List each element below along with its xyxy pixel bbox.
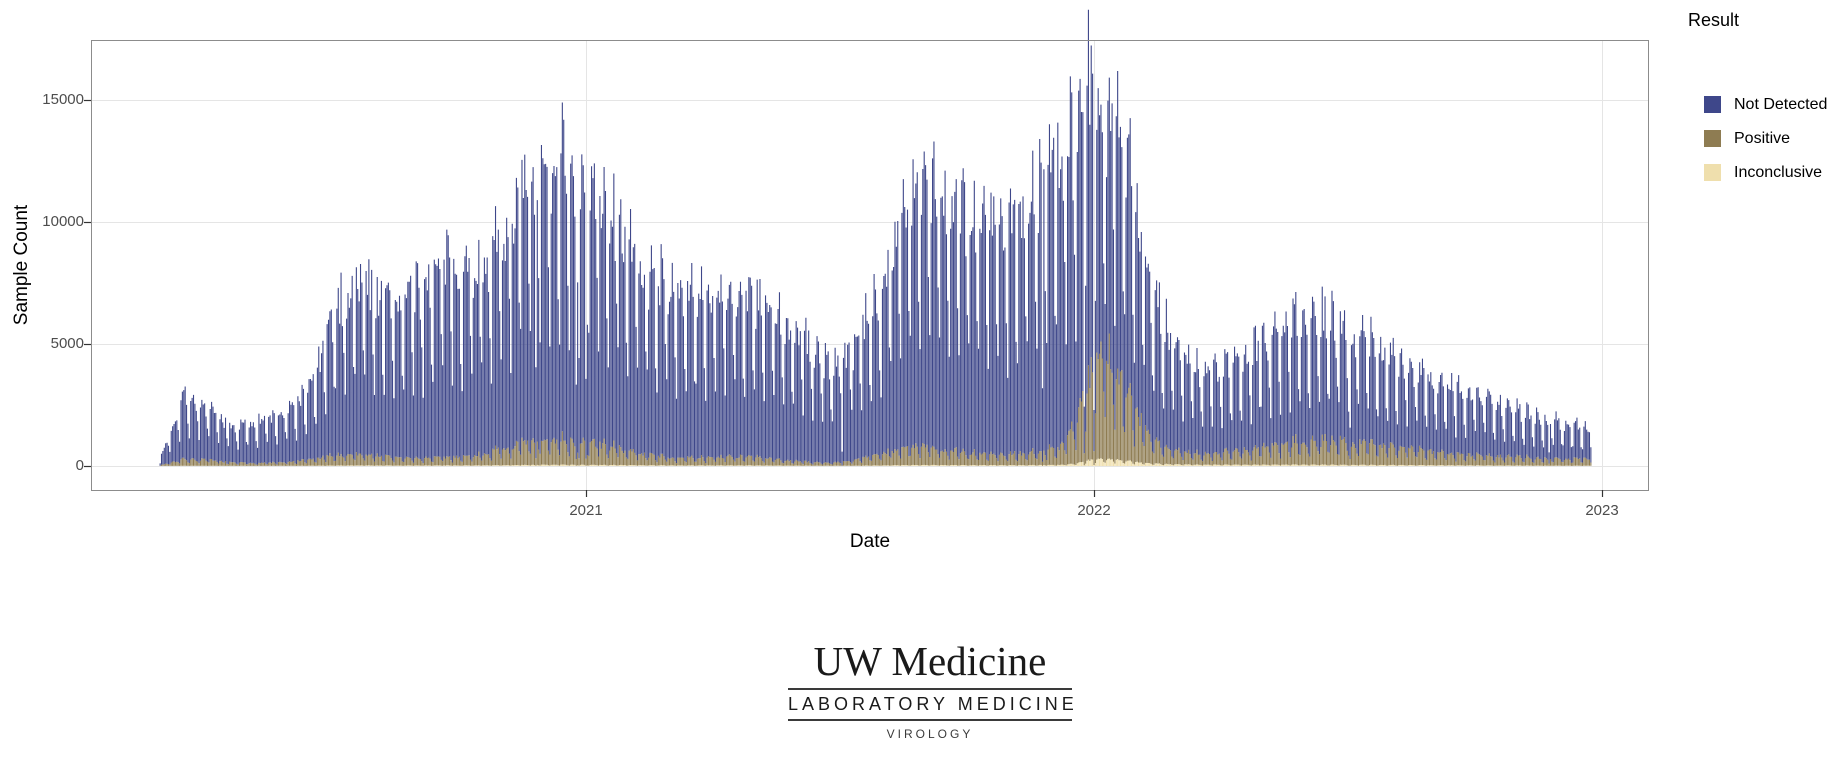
logo-division-text: VIROLOGY <box>886 727 974 741</box>
bars-not-detected <box>159 9 1592 466</box>
x-axis-title: Date <box>849 531 891 552</box>
legend-label-positive: Positive <box>1734 130 1791 147</box>
legend-swatch-inconclusive <box>1704 164 1721 181</box>
legend-label-not-detected: Not Detected <box>1734 96 1828 113</box>
legend-label-inconclusive: Inconclusive <box>1734 164 1823 181</box>
bars-layer <box>159 9 1592 466</box>
x-tick-label-2022: 2022 <box>1077 502 1111 519</box>
axis-tick-marks <box>84 99 1604 497</box>
legend-swatch-positive <box>1704 130 1721 147</box>
y-tick-label-5000: 5000 <box>50 335 84 352</box>
y-tick-label-10000: 10000 <box>42 213 84 230</box>
logo-rule-top <box>788 688 1072 690</box>
y-tick-label-15000: 15000 <box>42 91 84 108</box>
uw-medicine-logo: UW Medicine LABORATORY MEDICINE VIROLOGY <box>788 638 1078 741</box>
x-tick-label-2021: 2021 <box>569 502 603 519</box>
x-tick-label-2023: 2023 <box>1585 502 1619 519</box>
stacked-bar-chart <box>84 9 1649 497</box>
logo-rule-bottom <box>788 719 1072 721</box>
y-tick-label-0: 0 <box>75 457 84 474</box>
logo-brand-text: UW Medicine <box>813 638 1047 684</box>
logo-department-text: LABORATORY MEDICINE <box>788 694 1078 714</box>
legend-swatch-not-detected <box>1704 96 1721 113</box>
panel-border <box>91 40 1649 491</box>
legend-title: Result <box>1688 10 1740 30</box>
